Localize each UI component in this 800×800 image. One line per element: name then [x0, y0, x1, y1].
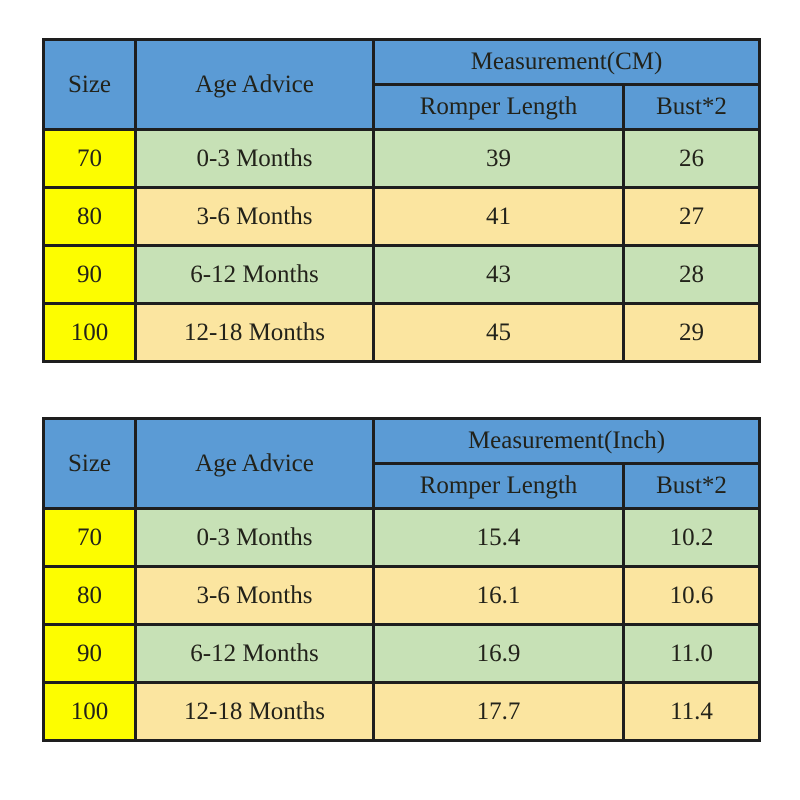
age-cell: 12-18 Months — [134, 302, 375, 363]
age-cell: 3-6 Months — [134, 186, 375, 247]
age-cell: 0-3 Months — [134, 128, 375, 189]
table-header-row: Size Age Advice Measurement(Inch) — [42, 417, 762, 510]
bust-cell: 10.2 — [621, 507, 762, 568]
size-cell: 80 — [42, 565, 137, 626]
table-subheader-row: Romper Length Bust*2 — [44, 83, 761, 131]
measurement-inch-header: Measurement(Inch) — [371, 417, 762, 465]
measurement-cm-header: Measurement(CM) — [372, 38, 761, 86]
table-row: 90 6-12 Months 43 28 — [42, 244, 761, 305]
size-table-inch: Size Age Advice Measurement(Inch) Romper… — [42, 417, 762, 742]
size-cell: 100 — [42, 302, 137, 363]
romper-length-cell: 16.1 — [372, 565, 625, 626]
age-advice-header: Age Advice — [134, 38, 375, 131]
table-row: 80 3-6 Months 41 27 — [42, 186, 761, 247]
size-cell: 70 — [42, 128, 137, 189]
table-row: 100 12-18 Months 45 29 — [42, 302, 761, 363]
bust-cell: 27 — [622, 186, 761, 247]
romper-length-cell: 43 — [372, 244, 625, 305]
bust-header: Bust*2 — [622, 83, 761, 131]
age-advice-header: Age Advice — [134, 417, 375, 510]
size-cell: 70 — [42, 507, 137, 568]
bust-cell: 11.0 — [621, 623, 762, 684]
bust-cell: 28 — [622, 244, 761, 305]
size-cell: 80 — [42, 186, 137, 247]
bust-cell: 29 — [622, 302, 761, 363]
table-header-row: Size Age Advice Measurement(CM) — [42, 38, 761, 131]
bust-cell: 10.6 — [621, 565, 762, 626]
size-cell: 90 — [42, 244, 137, 305]
romper-length-header: Romper Length — [372, 462, 625, 510]
romper-length-cell: 17.7 — [372, 681, 625, 742]
table-row: 90 6-12 Months 16.9 11.0 — [42, 623, 762, 684]
size-cell: 100 — [42, 681, 137, 742]
romper-length-cell: 15.4 — [372, 507, 625, 568]
table-row: 100 12-18 Months 17.7 11.4 — [42, 681, 762, 742]
romper-length-cell: 41 — [372, 186, 625, 247]
size-header: Size — [42, 417, 137, 510]
romper-length-cell: 39 — [372, 128, 625, 189]
tables-gap — [42, 363, 758, 417]
romper-length-cell: 45 — [372, 302, 625, 363]
size-table-cm: Size Age Advice Measurement(CM) Romper L… — [42, 38, 761, 363]
age-cell: 12-18 Months — [134, 681, 375, 742]
age-cell: 3-6 Months — [134, 565, 375, 626]
table-subheader-row: Romper Length Bust*2 — [44, 462, 762, 510]
size-header: Size — [42, 38, 137, 131]
size-cell: 90 — [42, 623, 137, 684]
age-cell: 6-12 Months — [134, 244, 375, 305]
romper-length-cell: 16.9 — [372, 623, 625, 684]
age-cell: 0-3 Months — [134, 507, 375, 568]
bust-cell: 26 — [622, 128, 761, 189]
table-row: 70 0-3 Months 15.4 10.2 — [42, 507, 762, 568]
romper-length-header: Romper Length — [372, 83, 625, 131]
table-row: 70 0-3 Months 39 26 — [42, 128, 761, 189]
bust-header: Bust*2 — [621, 462, 762, 510]
table-row: 80 3-6 Months 16.1 10.6 — [42, 565, 762, 626]
bust-cell: 11.4 — [621, 681, 762, 742]
age-cell: 6-12 Months — [134, 623, 375, 684]
